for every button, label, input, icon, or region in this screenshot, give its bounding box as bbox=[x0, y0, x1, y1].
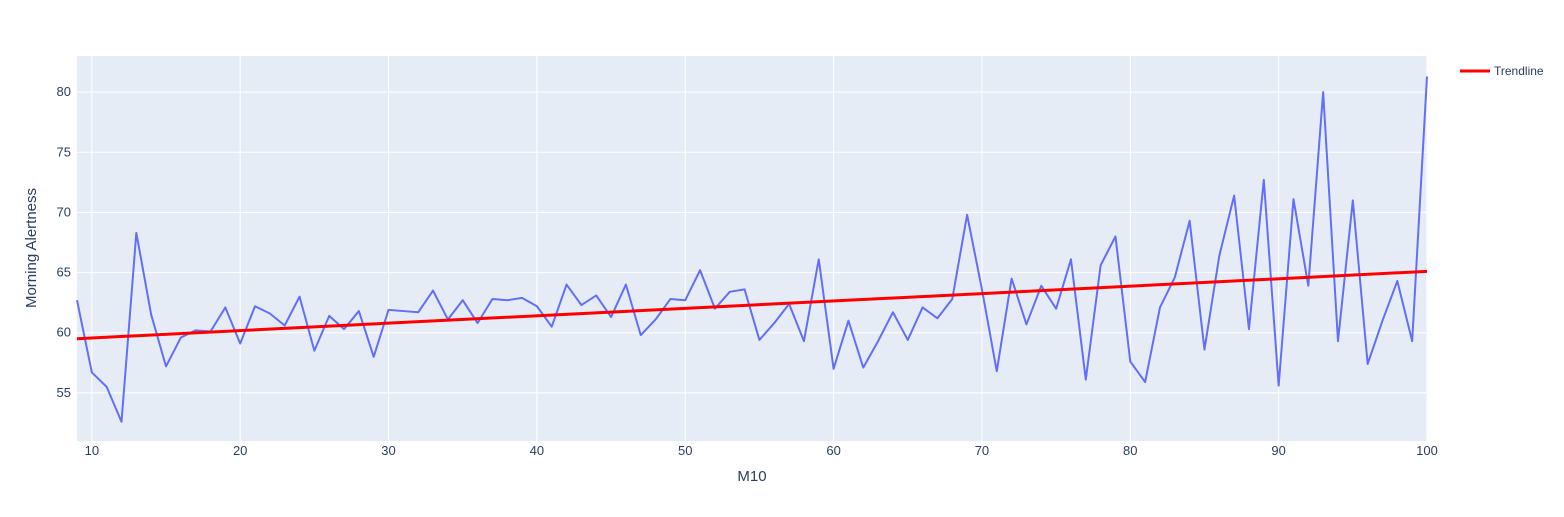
x-axis-title: M10 bbox=[737, 468, 766, 485]
y-tick-label: 65 bbox=[57, 265, 71, 280]
trendline-series bbox=[76, 269, 1428, 341]
x-tick-labels: 10 20 30 40 50 60 70 80 90 100 bbox=[85, 443, 1438, 458]
y-tick-label: 75 bbox=[57, 144, 71, 159]
x-tick-label: 10 bbox=[85, 443, 99, 458]
y-tick-label: 80 bbox=[57, 84, 71, 99]
x-tick-label: 100 bbox=[1416, 443, 1438, 458]
x-tick-label: 70 bbox=[975, 443, 989, 458]
y-gridlines bbox=[77, 91, 1427, 394]
x-tick-label: 40 bbox=[530, 443, 544, 458]
y-tick-label: 60 bbox=[57, 325, 71, 340]
y-tick-labels: 55 60 65 70 75 80 bbox=[57, 84, 71, 400]
y-tick-label: 70 bbox=[57, 204, 71, 219]
legend-item-trendline[interactable]: Trendline bbox=[1460, 64, 1544, 78]
x-tick-label: 30 bbox=[381, 443, 395, 458]
x-tick-label: 80 bbox=[1123, 443, 1137, 458]
y-axis-title: Morning Alertness bbox=[23, 188, 40, 308]
series-layer bbox=[76, 76, 1428, 423]
legend[interactable]: Trendline bbox=[1460, 64, 1544, 78]
legend-label: Trendline bbox=[1494, 64, 1544, 78]
x-tick-label: 50 bbox=[678, 443, 692, 458]
x-tick-label: 20 bbox=[233, 443, 247, 458]
plot-background bbox=[77, 56, 1427, 441]
x-tick-label: 60 bbox=[826, 443, 840, 458]
y-tick-label: 55 bbox=[57, 385, 71, 400]
x-gridlines bbox=[91, 56, 1428, 441]
data-series-line bbox=[76, 76, 1428, 423]
x-tick-label: 90 bbox=[1271, 443, 1285, 458]
